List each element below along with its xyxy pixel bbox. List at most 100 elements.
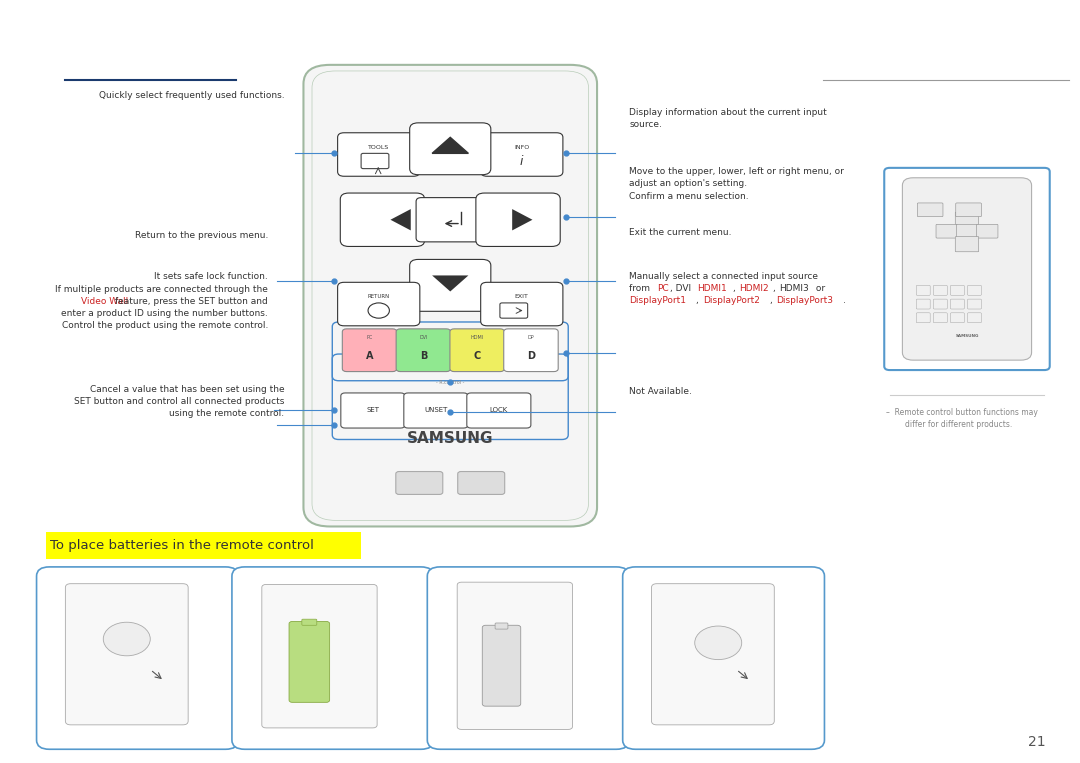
FancyBboxPatch shape bbox=[404, 393, 468, 428]
FancyBboxPatch shape bbox=[395, 472, 443, 494]
Text: HDMI2: HDMI2 bbox=[739, 284, 769, 293]
FancyBboxPatch shape bbox=[933, 285, 947, 295]
Text: Manually select a connected input source: Manually select a connected input source bbox=[629, 272, 818, 281]
Text: Display information about the current input: Display information about the current in… bbox=[629, 108, 827, 117]
Text: INFO: INFO bbox=[514, 145, 529, 150]
Text: SAMSUNG: SAMSUNG bbox=[956, 333, 978, 338]
Text: Quickly select frequently used functions.: Quickly select frequently used functions… bbox=[98, 91, 284, 100]
Text: B: B bbox=[420, 350, 427, 361]
Text: Not Available.: Not Available. bbox=[629, 387, 692, 396]
FancyBboxPatch shape bbox=[396, 329, 450, 372]
FancyBboxPatch shape bbox=[483, 626, 521, 707]
FancyBboxPatch shape bbox=[955, 237, 978, 252]
FancyBboxPatch shape bbox=[933, 313, 947, 323]
Text: SET: SET bbox=[366, 407, 379, 414]
Text: i: i bbox=[521, 155, 524, 169]
FancyBboxPatch shape bbox=[232, 567, 434, 749]
FancyBboxPatch shape bbox=[933, 299, 947, 309]
Text: SAMSUNG: SAMSUNG bbox=[407, 431, 494, 446]
Text: A: A bbox=[366, 350, 374, 361]
FancyBboxPatch shape bbox=[301, 620, 316, 626]
Polygon shape bbox=[512, 209, 532, 230]
FancyBboxPatch shape bbox=[340, 193, 424, 246]
Text: Confirm a menu selection.: Confirm a menu selection. bbox=[629, 192, 748, 201]
FancyBboxPatch shape bbox=[409, 123, 490, 175]
FancyBboxPatch shape bbox=[261, 584, 377, 728]
Polygon shape bbox=[432, 137, 469, 153]
Text: 21: 21 bbox=[1028, 735, 1045, 749]
FancyBboxPatch shape bbox=[956, 224, 977, 238]
FancyBboxPatch shape bbox=[450, 329, 504, 372]
FancyBboxPatch shape bbox=[342, 329, 396, 372]
Text: DisplayPort1: DisplayPort1 bbox=[629, 296, 686, 305]
Text: DisplayPort3: DisplayPort3 bbox=[777, 296, 834, 305]
FancyBboxPatch shape bbox=[950, 313, 964, 323]
Text: Move to the upper, lower, left or right menu, or: Move to the upper, lower, left or right … bbox=[629, 167, 843, 176]
Circle shape bbox=[104, 623, 150, 656]
FancyBboxPatch shape bbox=[467, 393, 531, 428]
Text: UNSET: UNSET bbox=[424, 407, 447, 414]
FancyBboxPatch shape bbox=[936, 224, 957, 238]
FancyBboxPatch shape bbox=[917, 203, 943, 217]
FancyBboxPatch shape bbox=[338, 133, 420, 176]
FancyBboxPatch shape bbox=[903, 178, 1031, 360]
FancyBboxPatch shape bbox=[968, 299, 982, 309]
Text: or: or bbox=[813, 284, 825, 293]
Text: –  Remote control button functions may: – Remote control button functions may bbox=[887, 407, 1038, 417]
Text: D: D bbox=[527, 350, 535, 361]
Text: ,: , bbox=[770, 296, 775, 305]
Text: Video Wall: Video Wall bbox=[81, 297, 129, 306]
Text: feature, press the SET button and: feature, press the SET button and bbox=[112, 297, 268, 306]
Text: ,: , bbox=[697, 296, 702, 305]
Polygon shape bbox=[432, 275, 469, 291]
Text: from: from bbox=[629, 284, 653, 293]
FancyBboxPatch shape bbox=[46, 532, 361, 559]
Text: Control the product using the remote control.: Control the product using the remote con… bbox=[62, 321, 268, 330]
FancyBboxPatch shape bbox=[956, 203, 982, 217]
Text: LOCK: LOCK bbox=[489, 407, 508, 414]
FancyBboxPatch shape bbox=[916, 285, 930, 295]
FancyBboxPatch shape bbox=[623, 567, 824, 749]
FancyBboxPatch shape bbox=[338, 282, 420, 326]
Text: C: C bbox=[473, 350, 481, 361]
Text: RETURN: RETURN bbox=[367, 295, 390, 299]
FancyBboxPatch shape bbox=[481, 282, 563, 326]
FancyBboxPatch shape bbox=[341, 393, 405, 428]
Text: ,: , bbox=[732, 284, 739, 293]
FancyBboxPatch shape bbox=[416, 198, 485, 242]
Text: - R.control -: - R.control - bbox=[436, 380, 464, 385]
Text: PC: PC bbox=[366, 335, 373, 340]
FancyBboxPatch shape bbox=[303, 65, 597, 526]
Text: HDMI: HDMI bbox=[471, 335, 484, 340]
Text: DisplayPort2: DisplayPort2 bbox=[703, 296, 759, 305]
FancyBboxPatch shape bbox=[37, 567, 239, 749]
Text: Exit the current menu.: Exit the current menu. bbox=[629, 228, 731, 237]
Text: .: . bbox=[842, 296, 846, 305]
Text: EXIT: EXIT bbox=[515, 295, 529, 299]
Text: If multiple products are connected through the: If multiple products are connected throu… bbox=[55, 285, 268, 294]
FancyBboxPatch shape bbox=[503, 329, 558, 372]
FancyBboxPatch shape bbox=[476, 193, 561, 246]
Text: ,: , bbox=[773, 284, 779, 293]
Text: adjust an option's setting.: adjust an option's setting. bbox=[629, 179, 747, 188]
FancyBboxPatch shape bbox=[968, 313, 982, 323]
FancyBboxPatch shape bbox=[916, 299, 930, 309]
FancyBboxPatch shape bbox=[457, 582, 572, 729]
FancyBboxPatch shape bbox=[651, 584, 774, 725]
Text: SET button and control all connected products: SET button and control all connected pro… bbox=[73, 397, 284, 406]
Text: enter a product ID using the number buttons.: enter a product ID using the number butt… bbox=[62, 309, 268, 318]
FancyBboxPatch shape bbox=[976, 224, 998, 238]
FancyBboxPatch shape bbox=[458, 472, 504, 494]
Text: differ for different products.: differ for different products. bbox=[905, 420, 1012, 430]
FancyBboxPatch shape bbox=[409, 259, 490, 311]
FancyBboxPatch shape bbox=[66, 584, 188, 725]
FancyBboxPatch shape bbox=[428, 567, 629, 749]
FancyBboxPatch shape bbox=[950, 285, 964, 295]
Text: , DVI: , DVI bbox=[670, 284, 691, 293]
Text: DVI: DVI bbox=[419, 335, 428, 340]
Text: HDMI1: HDMI1 bbox=[698, 284, 727, 293]
FancyBboxPatch shape bbox=[950, 299, 964, 309]
FancyBboxPatch shape bbox=[495, 623, 508, 629]
FancyBboxPatch shape bbox=[481, 133, 563, 176]
Circle shape bbox=[694, 626, 742, 659]
